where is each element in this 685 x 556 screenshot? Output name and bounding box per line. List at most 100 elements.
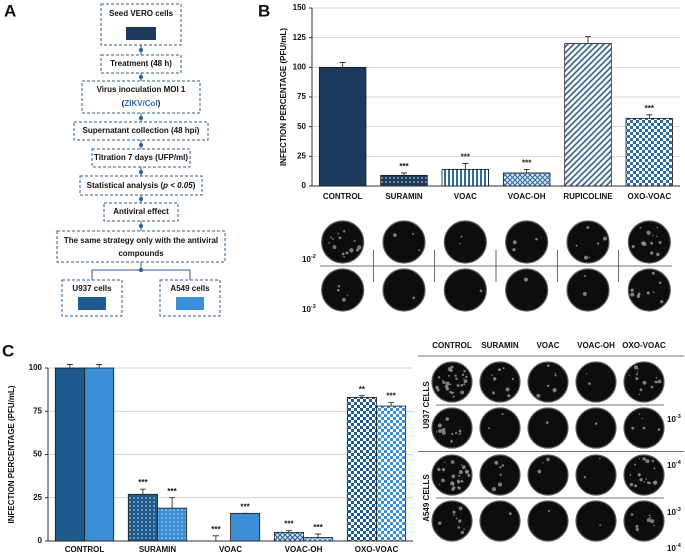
flow-text: Treatment (48 h): [110, 59, 172, 68]
plaque: [647, 481, 650, 485]
plaque: [447, 374, 450, 377]
plaque: [599, 524, 602, 526]
flow-text: (: [122, 99, 125, 108]
plaque: [523, 277, 529, 282]
plaque: [458, 506, 463, 511]
plaque: [459, 242, 461, 245]
plaque: [653, 524, 655, 527]
plaque-well: [575, 407, 617, 449]
connector: [91, 262, 142, 280]
plaque: [535, 237, 538, 241]
plaque: [441, 379, 444, 381]
plaque: [435, 385, 439, 390]
plaque: [461, 480, 463, 483]
plaque: [653, 480, 658, 485]
plaque: [554, 374, 557, 377]
dilution-base: 10: [667, 544, 676, 553]
plaque: [463, 378, 465, 380]
bar: [273, 531, 304, 542]
plaque: [507, 394, 511, 398]
plaque: [437, 467, 441, 472]
plaque: [639, 226, 642, 229]
plaque: [588, 382, 591, 385]
significance-label: ***: [399, 162, 409, 171]
flow-text: ): [193, 181, 196, 190]
significance-label: ***: [211, 525, 221, 534]
error-bar: [315, 533, 322, 538]
plaque: [454, 431, 458, 435]
plaque: [630, 288, 634, 292]
plaque: [450, 440, 453, 443]
plaque: [338, 236, 342, 240]
panel-letter: C: [2, 341, 14, 360]
plaque-well: [479, 361, 521, 403]
plaque: [453, 474, 455, 476]
plaque: [393, 233, 397, 237]
significance-label: ***: [645, 104, 655, 113]
bar: [441, 168, 490, 187]
plaque: [461, 373, 465, 377]
plaque-well: [382, 220, 426, 264]
plaque: [658, 240, 662, 245]
plaque-well: [443, 268, 487, 312]
plaque: [437, 376, 441, 379]
plaque: [467, 473, 471, 477]
flow-box: [81, 80, 201, 114]
y-tick-label: 50: [297, 122, 306, 131]
plaque-well: [431, 407, 473, 449]
plaque: [660, 300, 664, 304]
plaque: [412, 232, 415, 235]
flow-text: The same strategy only with the antivira…: [64, 236, 218, 245]
error-bar: [212, 535, 219, 541]
y-tick-label: 25: [297, 151, 306, 160]
plaque: [345, 251, 349, 255]
significance-label: ***: [284, 520, 294, 529]
plaque: [635, 377, 639, 381]
flow-box: [79, 175, 203, 196]
error-bar: [139, 488, 146, 495]
connector-dot: [139, 116, 143, 120]
flow-text: Virus inoculation MOI 1: [97, 85, 186, 94]
x-tick-label: SURAMIN: [385, 192, 423, 201]
bar: [380, 174, 428, 187]
cell-swatch: [78, 297, 106, 310]
plaque: [634, 463, 636, 466]
plaque: [499, 466, 502, 469]
y-tick-label: 0: [38, 536, 43, 545]
plaque: [657, 428, 661, 431]
plaque-well: [505, 268, 549, 312]
plaque: [491, 487, 497, 492]
plaque: [499, 473, 502, 476]
plaque: [639, 388, 643, 392]
significance-label: ***: [313, 523, 323, 532]
flow-text: ): [158, 99, 161, 108]
plaque: [343, 255, 345, 258]
y-tick-label: 50: [33, 450, 42, 459]
flow-box: [56, 230, 226, 263]
plaque: [336, 289, 340, 292]
plaque: [636, 371, 639, 373]
flow-text: compounds: [118, 249, 164, 258]
y-axis-title: INFECTION PERCENTAGE (PFU/mL): [279, 28, 288, 166]
plaque: [418, 249, 421, 252]
plaque: [652, 291, 655, 294]
plaque: [656, 226, 659, 229]
plaque: [458, 519, 462, 523]
flow-text: A549 cells: [170, 284, 210, 293]
error-bar: [66, 364, 73, 368]
x-tick-label: OXO-VOAC: [355, 545, 399, 554]
plaque: [656, 252, 660, 257]
plaque: [453, 391, 455, 394]
x-tick-label: RUPICOLINE: [563, 192, 613, 201]
plaque: [497, 482, 503, 487]
plaque: [501, 413, 504, 416]
plaque: [546, 457, 550, 462]
plaque: [656, 381, 659, 384]
error-bar: [339, 62, 346, 68]
plaque: [638, 393, 640, 396]
plaque: [455, 377, 458, 381]
flow-text: Antiviral effect: [113, 207, 169, 216]
plaque: [511, 377, 515, 380]
plaque: [328, 242, 330, 244]
bar: [346, 397, 377, 542]
